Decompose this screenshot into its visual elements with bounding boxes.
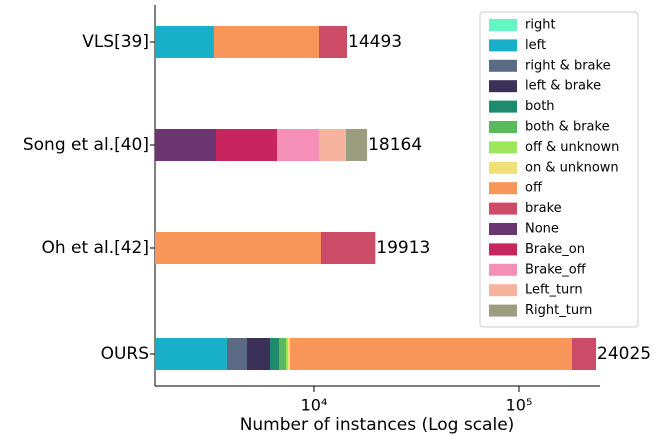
legend-label: Brake_off	[525, 262, 587, 277]
bar-segment	[318, 129, 346, 161]
y-tick-label: VLS[39]	[82, 32, 149, 52]
legend-swatch	[489, 223, 517, 235]
legend-label: left	[525, 38, 546, 53]
x-axis-label: Number of instances (Log scale)	[240, 415, 515, 435]
bar-segment	[320, 232, 376, 264]
bar-segment	[155, 129, 216, 161]
bar-segment	[285, 338, 288, 370]
bar-segment	[213, 26, 319, 58]
legend-swatch	[489, 39, 517, 52]
legend-swatch	[489, 202, 517, 215]
legend-label: None	[525, 222, 559, 237]
bar-segment	[247, 338, 270, 370]
bar-segment	[276, 129, 319, 161]
legend-swatch	[489, 80, 517, 93]
legend-swatch	[489, 304, 517, 317]
legend-swatch	[489, 100, 517, 113]
legend-label: brake	[525, 201, 562, 216]
bar-segment	[318, 26, 348, 58]
bar-segment	[155, 338, 227, 370]
bar-segment	[155, 232, 321, 264]
legend-label: left & brake	[525, 79, 601, 94]
x-tick-label: 10⁴	[301, 396, 328, 415]
bar-segment	[345, 129, 368, 161]
legend-swatch	[489, 161, 517, 174]
legend-box	[479, 11, 639, 328]
legend-label: Brake_on	[525, 242, 585, 257]
bar-label: 19913	[376, 238, 430, 258]
legend-swatch	[489, 263, 517, 276]
legend-label: Left_turn	[525, 283, 583, 298]
y-tick-label: OURS	[101, 344, 149, 364]
legend-swatch	[489, 284, 517, 297]
legend-swatch	[489, 243, 517, 256]
legend-swatch	[489, 19, 517, 31]
bar-label: 14493	[348, 32, 402, 52]
bar-label: 18164	[368, 135, 422, 155]
legend-label: right & brake	[525, 58, 611, 73]
bar-segment	[269, 338, 279, 370]
bar-segment	[155, 26, 214, 58]
legend-label: right	[525, 18, 556, 33]
bar-segment	[572, 338, 596, 370]
x-tick-label: 10⁵	[506, 396, 533, 415]
legend-swatch	[489, 121, 517, 133]
legend-swatch	[489, 182, 517, 195]
bar-segment	[287, 338, 290, 370]
legend-swatch	[489, 141, 517, 154]
bar-segment	[289, 338, 573, 370]
y-tick-label: Oh et al.[42]	[41, 238, 149, 258]
bar-segment	[278, 338, 286, 370]
legend-label: off & unknown	[525, 140, 619, 155]
bar-segment	[215, 129, 277, 161]
legend-swatch	[489, 59, 517, 72]
legend-label: both & brake	[525, 120, 610, 135]
y-tick-label: Song et al.[40]	[23, 135, 149, 155]
legend-label: on & unknown	[525, 160, 619, 175]
bar-segment	[226, 338, 248, 370]
legend-label: both	[525, 99, 555, 114]
legend-label: off	[525, 181, 543, 196]
legend-label: Right_turn	[525, 303, 592, 318]
bar-label: 24025	[597, 344, 651, 364]
